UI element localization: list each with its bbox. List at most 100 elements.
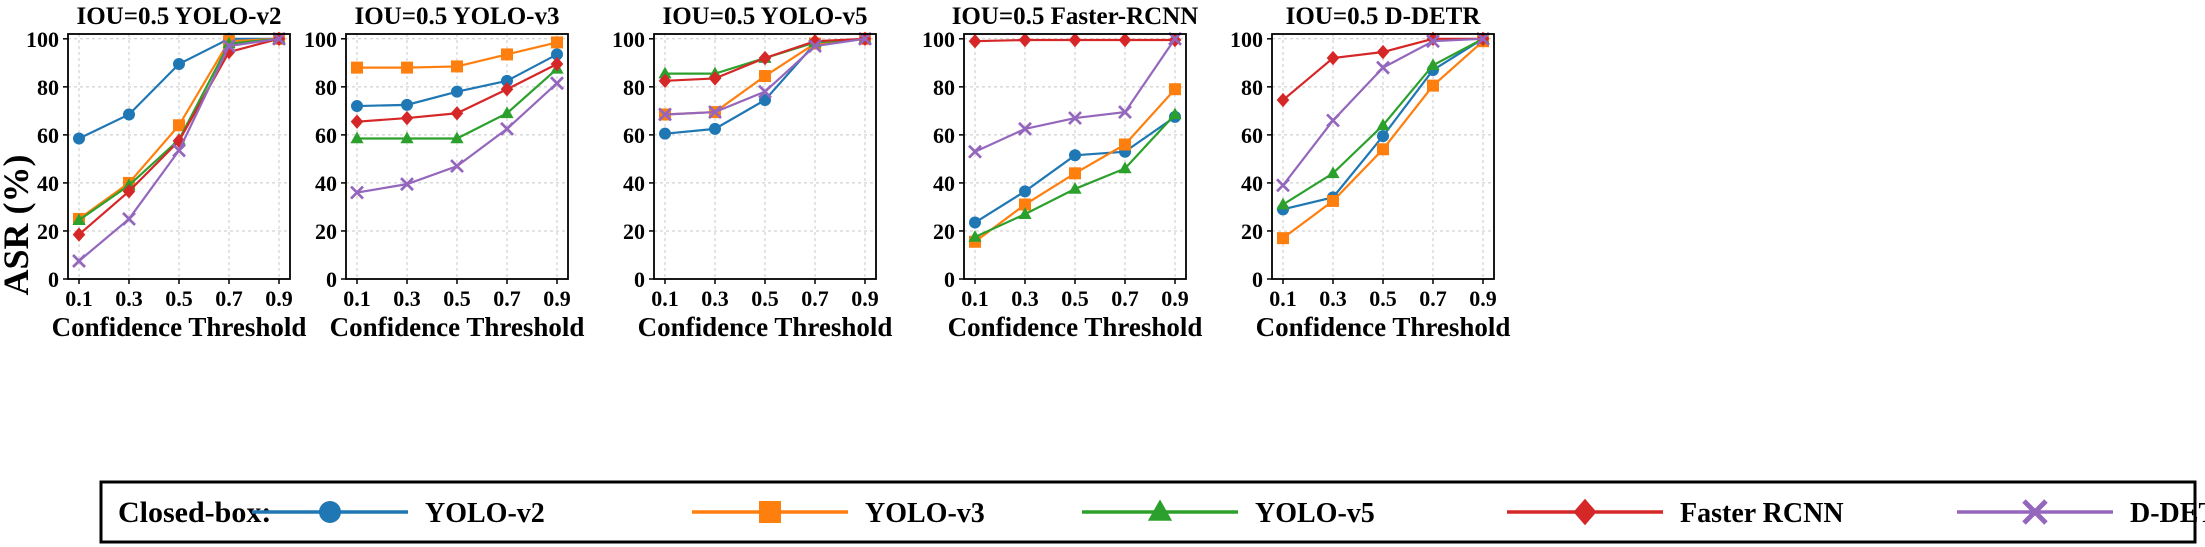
point-faster-rcnn bbox=[1276, 92, 1290, 108]
x-tick-label: 0.5 bbox=[165, 286, 193, 311]
point-yolo-v2 bbox=[659, 127, 671, 140]
point-faster-rcnn bbox=[400, 110, 414, 126]
series-d-detr bbox=[350, 76, 564, 200]
legend-marker-yolo-v2 bbox=[319, 501, 341, 523]
panel-4: 0 20 40 60 80 100 0.1 0.3 0.5 0.7 0.9 IOU=0.5 Faste… bbox=[922, 3, 1202, 342]
point-d-detr bbox=[968, 144, 982, 159]
panel-title: IOU=0.5 YOLO-v2 bbox=[77, 3, 282, 30]
x-tick-label: 0.3 bbox=[393, 286, 421, 311]
y-tick-label: 60 bbox=[933, 123, 955, 148]
point-yolo-v2 bbox=[123, 108, 135, 121]
y-tick-label: 0 bbox=[48, 267, 59, 292]
legend-item-faster-rcnn: Faster RCNN bbox=[1507, 498, 1844, 529]
y-tick-label: 80 bbox=[1241, 75, 1263, 100]
point-yolo-v3 bbox=[1377, 143, 1389, 156]
x-tick-label: 0.5 bbox=[1369, 286, 1397, 311]
y-tick-label: 40 bbox=[37, 171, 59, 196]
point-yolo-v5 bbox=[350, 131, 364, 144]
point-yolo-v2 bbox=[709, 122, 721, 135]
point-yolo-v5 bbox=[400, 131, 414, 144]
y-tick-label: 60 bbox=[623, 123, 645, 148]
y-tick-label: 40 bbox=[315, 171, 337, 196]
y-tick-label: 40 bbox=[1241, 171, 1263, 196]
panel-title: IOU=0.5 D-DETR bbox=[1286, 3, 1482, 30]
x-tick-label: 0.9 bbox=[543, 286, 571, 311]
y-tick-label: 100 bbox=[612, 27, 645, 52]
y-tick-label: 100 bbox=[922, 27, 955, 52]
y-tick-label: 60 bbox=[315, 123, 337, 148]
x-axis-label: Confidence Threshold bbox=[1256, 312, 1511, 342]
point-yolo-v2 bbox=[501, 74, 513, 87]
point-d-detr bbox=[658, 107, 672, 122]
y-tick-label: 60 bbox=[37, 123, 59, 148]
x-tick-label: 0.1 bbox=[343, 286, 371, 311]
y-tick-label: 0 bbox=[326, 267, 337, 292]
legend-item-d-detr: D-DETR bbox=[1957, 498, 2205, 529]
point-d-detr bbox=[1068, 111, 1082, 126]
panel-3: 0 20 40 60 80 100 0.1 0.3 0.5 0.7 0.9 IOU=0.5 YOLO-… bbox=[612, 3, 892, 342]
point-d-detr bbox=[758, 84, 772, 99]
point-faster-rcnn bbox=[808, 34, 822, 49]
point-faster-rcnn bbox=[1426, 31, 1440, 47]
x-tick-label: 0.1 bbox=[651, 286, 679, 311]
point-yolo-v5 bbox=[1376, 118, 1390, 131]
point-yolo-v2 bbox=[1069, 149, 1081, 162]
y-tick-label: 40 bbox=[623, 171, 645, 196]
point-yolo-v5 bbox=[1068, 182, 1082, 194]
legend-item-yolo-v3: YOLO-v3 bbox=[692, 498, 985, 529]
point-yolo-v2 bbox=[969, 216, 981, 229]
x-axis-label: Confidence Threshold bbox=[330, 312, 585, 342]
legend-label: Faster RCNN bbox=[1680, 498, 1844, 529]
x-tick-label: 0.7 bbox=[1111, 286, 1139, 311]
legend-label: YOLO-v5 bbox=[1255, 498, 1375, 529]
y-tick-label: 100 bbox=[26, 27, 59, 52]
point-faster-rcnn bbox=[1326, 50, 1340, 66]
point-yolo-v2 bbox=[351, 100, 363, 113]
x-tick-label: 0.3 bbox=[1319, 286, 1347, 311]
point-d-detr bbox=[1376, 60, 1390, 75]
y-tick-label: 80 bbox=[623, 75, 645, 100]
x-axis-label: Confidence Threshold bbox=[52, 312, 307, 342]
y-tick-label: 20 bbox=[315, 219, 337, 244]
y-tick-label: 0 bbox=[944, 267, 955, 292]
point-faster-rcnn bbox=[1118, 32, 1132, 48]
point-yolo-v2 bbox=[73, 132, 85, 145]
point-d-detr bbox=[450, 159, 464, 174]
legend-marker-yolo-v5 bbox=[1147, 499, 1173, 521]
y-tick-label: 100 bbox=[304, 27, 337, 52]
point-yolo-v5 bbox=[1276, 197, 1290, 210]
point-yolo-v2 bbox=[451, 85, 463, 98]
panel-title: IOU=0.5 YOLO-v3 bbox=[355, 3, 560, 30]
y-tick-label: 20 bbox=[1241, 219, 1263, 244]
point-d-detr bbox=[222, 39, 236, 53]
x-tick-label: 0.3 bbox=[701, 286, 729, 311]
point-yolo-v2 bbox=[759, 94, 771, 107]
legend-entries: YOLO-v2 YOLO-v3 YOLO-v5 Faster RCNN D-DETR bbox=[252, 498, 2205, 529]
y-tick-label: 20 bbox=[37, 219, 59, 244]
point-yolo-v2 bbox=[401, 98, 413, 111]
x-tick-label: 0.7 bbox=[1419, 286, 1447, 311]
series-yolo-v2 bbox=[351, 48, 563, 113]
legend-label: D-DETR bbox=[2130, 498, 2205, 529]
panel-5: 0 20 40 60 80 100 0.1 0.3 0.5 0.7 0.9 IOU=0.5 D-DET… bbox=[1230, 3, 1510, 342]
point-yolo-v5 bbox=[658, 66, 672, 79]
x-tick-label: 0.1 bbox=[65, 286, 93, 311]
point-yolo-v2 bbox=[173, 58, 185, 71]
y-tick-label: 100 bbox=[1230, 27, 1263, 52]
point-yolo-v5 bbox=[1326, 166, 1340, 179]
point-yolo-v5 bbox=[1426, 58, 1440, 71]
legend-item-yolo-v2: YOLO-v2 bbox=[252, 498, 545, 529]
point-d-detr bbox=[808, 39, 822, 53]
point-yolo-v5 bbox=[500, 106, 514, 119]
point-yolo-v2 bbox=[1019, 185, 1031, 198]
y-tick-label: 80 bbox=[37, 75, 59, 100]
point-yolo-v3 bbox=[1069, 167, 1081, 180]
x-tick-label: 0.9 bbox=[851, 286, 879, 311]
point-faster-rcnn bbox=[1068, 32, 1082, 48]
x-tick-label: 0.9 bbox=[1161, 286, 1189, 311]
point-yolo-v3 bbox=[551, 36, 563, 49]
series-d-detr bbox=[1276, 31, 1490, 193]
point-faster-rcnn bbox=[122, 184, 136, 199]
x-tick-label: 0.3 bbox=[1011, 286, 1039, 311]
